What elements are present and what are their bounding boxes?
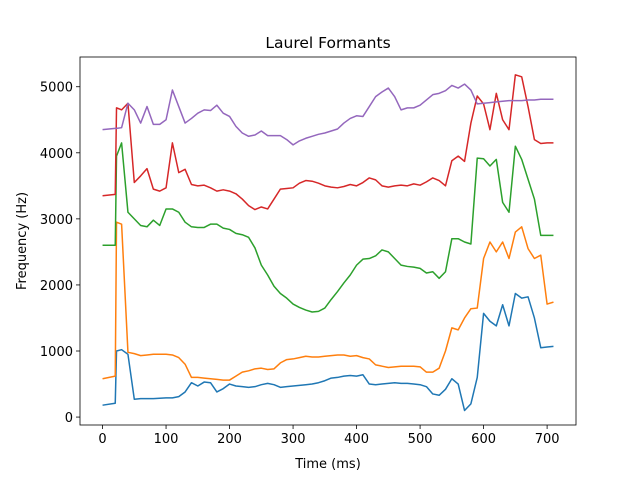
y-tick-label: 1000: [40, 345, 73, 360]
x-tick-label: 700: [535, 432, 560, 447]
series-line: [102, 292, 554, 412]
x-tick-label: 200: [217, 432, 242, 447]
chart-title: Laurel Formants: [265, 34, 390, 52]
y-tick-label: 3000: [40, 213, 73, 228]
series-line: [102, 142, 554, 313]
series-line: [102, 74, 554, 211]
y-tick-label: 2000: [40, 279, 73, 294]
x-tick-label: 600: [471, 432, 496, 447]
x-tick-label: 500: [408, 432, 433, 447]
x-axis-label: Time (ms): [294, 457, 361, 472]
y-tick-label: 0: [65, 411, 73, 426]
y-tick-label: 5000: [40, 81, 73, 96]
x-tick-label: 0: [98, 432, 106, 447]
y-axis-label: Frequency (Hz): [15, 192, 30, 290]
y-tick-label: 4000: [40, 147, 73, 162]
x-tick-label: 300: [281, 432, 306, 447]
series-line: [102, 221, 554, 381]
x-tick-label: 400: [344, 432, 369, 447]
plot-frame: [79, 56, 577, 426]
series-line: [102, 83, 554, 146]
x-tick-label: 100: [154, 432, 179, 447]
